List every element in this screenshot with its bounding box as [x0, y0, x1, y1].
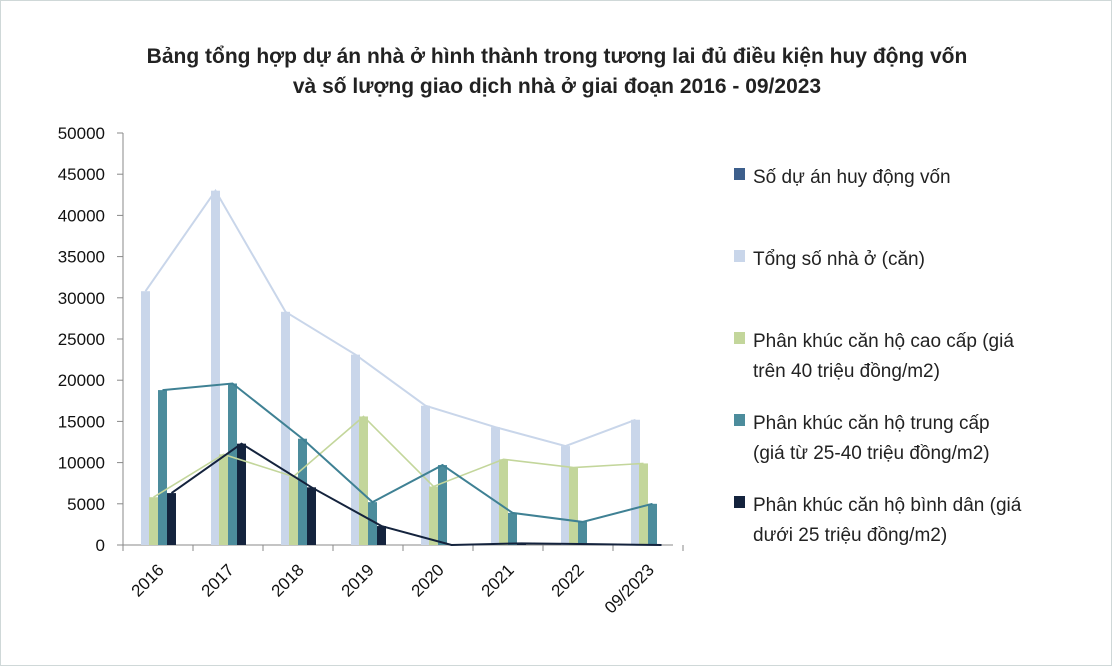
- bar-premium-1: [219, 454, 228, 545]
- legend-label: Phân khúc căn hộ trung cấp: [753, 413, 990, 434]
- x-tick-label: 2020: [408, 560, 448, 600]
- y-tick-label: 50000: [58, 124, 105, 143]
- legend-swatch: [734, 168, 745, 180]
- legend-label: trên 40 triệu đồng/m2): [753, 361, 940, 382]
- bar-premium-2: [289, 476, 298, 545]
- legend-label: dưới 25 triệu đồng/m2): [753, 525, 947, 546]
- series-line-premium: [153, 415, 644, 498]
- bar-total-homes-4: [421, 405, 430, 545]
- bar-total-homes-5: [491, 427, 500, 545]
- bar-premium-3: [359, 416, 368, 545]
- chart-title: Bảng tổng hợp dự án nhà ở hình thành tro…: [147, 45, 968, 98]
- x-tick-label: 2016: [128, 560, 168, 600]
- bar-premium-4: [429, 486, 438, 545]
- x-tick-label: 2022: [548, 560, 588, 600]
- x-tick-label: 2019: [338, 560, 378, 600]
- bar-total-homes-2: [281, 311, 290, 545]
- series-line-midrange: [162, 382, 653, 523]
- legend-label: (giá từ 25-40 triệu đồng/m2): [753, 443, 990, 464]
- series-line-total-homes: [144, 188, 636, 448]
- y-tick-label: 45000: [58, 165, 105, 184]
- bar-premium-0: [149, 497, 158, 545]
- bar-premium-5: [499, 459, 508, 545]
- bar-midrange-4: [438, 465, 447, 545]
- legend-label: Phân khúc căn hộ bình dân (giá: [753, 495, 1022, 516]
- chart-title-line-2: và số lượng giao dịch nhà ở giai đoạn 20…: [293, 75, 821, 98]
- y-tick-label: 20000: [58, 371, 105, 390]
- legend-swatch: [734, 250, 745, 262]
- series-lines: [144, 188, 662, 547]
- bar-midrange-2: [298, 438, 307, 545]
- y-tick-label: 0: [96, 536, 105, 555]
- legend-label: Phân khúc căn hộ cao cấp (giá: [753, 331, 1014, 352]
- x-tick-labels: 2016 2017 2018 2019 2020 2021 2022 09/2023: [128, 560, 658, 617]
- y-tick-label: 15000: [58, 412, 105, 431]
- bar-midrange-1: [228, 383, 237, 545]
- legend-swatch: [734, 332, 745, 344]
- bar-midrange-5: [508, 512, 517, 545]
- bar-affordable-0: [167, 493, 176, 545]
- chart-title-line-1: Bảng tổng hợp dự án nhà ở hình thành tro…: [147, 45, 968, 68]
- bar-total-homes-1: [211, 190, 220, 545]
- bar-total-homes-0: [141, 291, 150, 545]
- y-tick-label: 5000: [67, 495, 105, 514]
- bar-total-homes-3: [351, 354, 360, 545]
- y-tick-label: 25000: [58, 330, 105, 349]
- x-tick-label: 2017: [198, 560, 238, 600]
- bar-midrange-6: [578, 521, 587, 545]
- bars: [141, 190, 657, 545]
- legend-swatch: [734, 496, 745, 508]
- legend-label: Số dự án huy động vốn: [753, 167, 951, 188]
- bar-total-homes-6: [561, 446, 570, 545]
- bar-premium-7: [639, 463, 648, 545]
- y-tick-label: 30000: [58, 289, 105, 308]
- y-tick-label: 40000: [58, 206, 105, 225]
- legend-swatch: [734, 414, 745, 426]
- bar-midrange-3: [368, 502, 377, 545]
- bar-premium-6: [569, 467, 578, 545]
- x-tick-label: 09/2023: [601, 560, 658, 617]
- x-tick-label: 2018: [268, 560, 308, 600]
- legend: Số dự án huy động vốn Tổng số nhà ở (căn)…: [734, 167, 1022, 546]
- x-tick-label: 2021: [478, 560, 518, 600]
- y-tick-label: 35000: [58, 248, 105, 267]
- bar-affordable-1: [237, 443, 246, 545]
- bar-midrange-7: [648, 503, 657, 545]
- series-line-affordable: [170, 442, 662, 547]
- bar-affordable-3: [377, 526, 386, 545]
- bar-midrange-0: [158, 390, 167, 545]
- axes: 0 5000 10000 15000 20000 25000 30000 35000 40000…: [58, 124, 684, 555]
- legend-label: Tổng số nhà ở (căn): [753, 249, 925, 270]
- y-tick-label: 10000: [58, 454, 105, 473]
- bar-total-homes-7: [631, 419, 640, 545]
- bar-affordable-2: [307, 487, 316, 545]
